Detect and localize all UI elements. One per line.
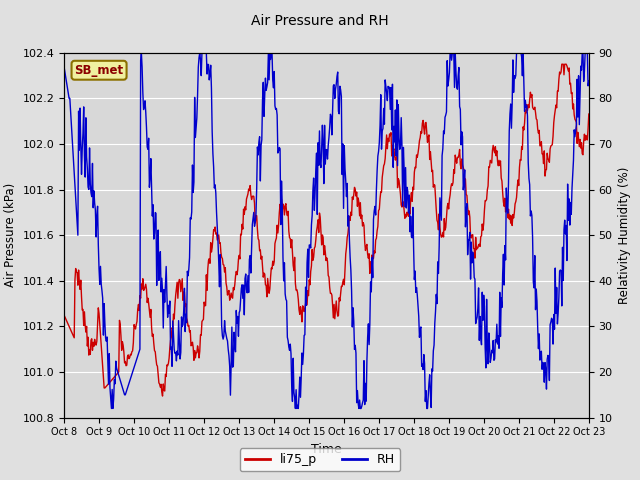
Legend: li75_p, RH: li75_p, RH (240, 448, 400, 471)
Y-axis label: Relativity Humidity (%): Relativity Humidity (%) (618, 167, 631, 304)
Y-axis label: Air Pressure (kPa): Air Pressure (kPa) (4, 183, 17, 288)
Text: Air Pressure and RH: Air Pressure and RH (251, 14, 389, 28)
Text: SB_met: SB_met (74, 64, 124, 77)
X-axis label: Time: Time (311, 443, 342, 456)
